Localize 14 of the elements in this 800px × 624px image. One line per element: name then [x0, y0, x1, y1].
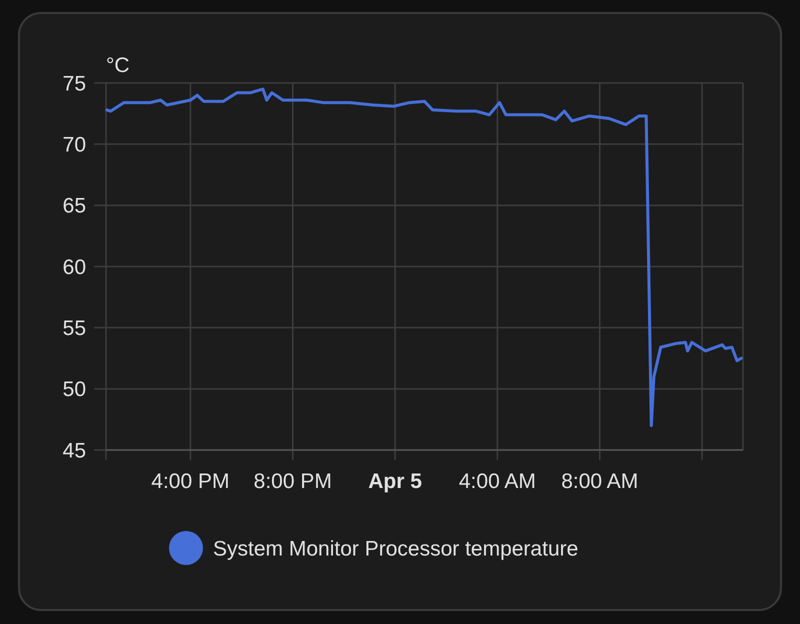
x-tick-label: 4:00 PM: [151, 470, 230, 493]
y-tick-label: 50: [62, 378, 86, 402]
y-tick-label: 65: [62, 194, 86, 218]
y-tick-label: 45: [62, 439, 86, 462]
y-tick-label: 75: [62, 72, 86, 96]
y-axis-title: °C: [106, 54, 130, 77]
y-tick-label: 70: [62, 134, 86, 157]
x-tick-label: Apr 5: [368, 470, 422, 493]
x-tick-label: 8:00 PM: [254, 470, 332, 493]
x-tick-label: 4:00 AM: [458, 470, 536, 493]
legend-label: System Monitor Processor temperature: [213, 537, 578, 560]
x-tick-label: 8:00 AM: [561, 470, 638, 493]
y-tick-label: 55: [62, 317, 86, 340]
y-tick-label: 60: [62, 256, 86, 279]
